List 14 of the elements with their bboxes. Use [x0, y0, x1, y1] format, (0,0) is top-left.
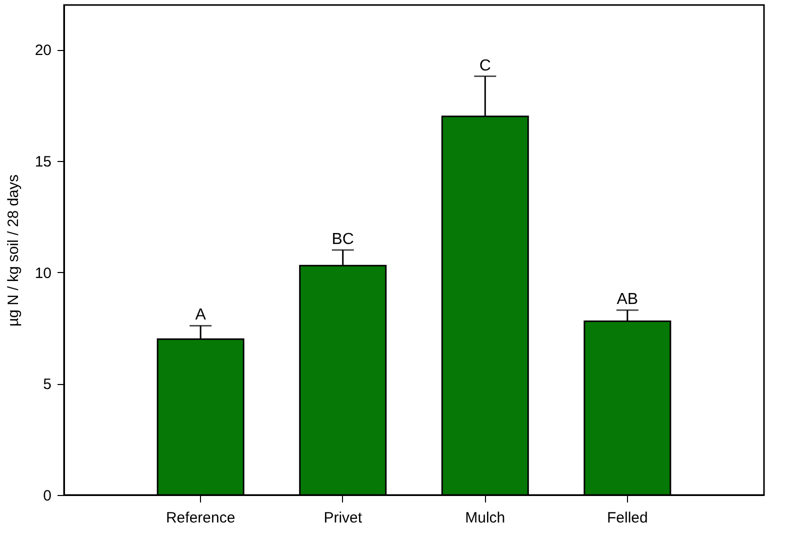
- x-tick-label: Mulch: [465, 510, 506, 526]
- annotation: AB: [616, 291, 638, 308]
- x-tick-label: Felled: [606, 510, 648, 526]
- x-tick-label: Privet: [324, 510, 363, 526]
- y-axis-title: µg N / kg soil / 28 days: [4, 174, 22, 327]
- annotation: A: [195, 306, 206, 324]
- y-tick-label: 0: [43, 488, 52, 504]
- y-tick-label: 20: [34, 42, 52, 60]
- annotation: BC: [332, 231, 354, 248]
- x-tick-label: Reference: [166, 510, 236, 526]
- y-tick-label: 5: [43, 376, 52, 394]
- annotation: C: [479, 57, 491, 74]
- y-tick-label: 15: [34, 153, 52, 170]
- y-tick-label: 10: [34, 264, 52, 282]
